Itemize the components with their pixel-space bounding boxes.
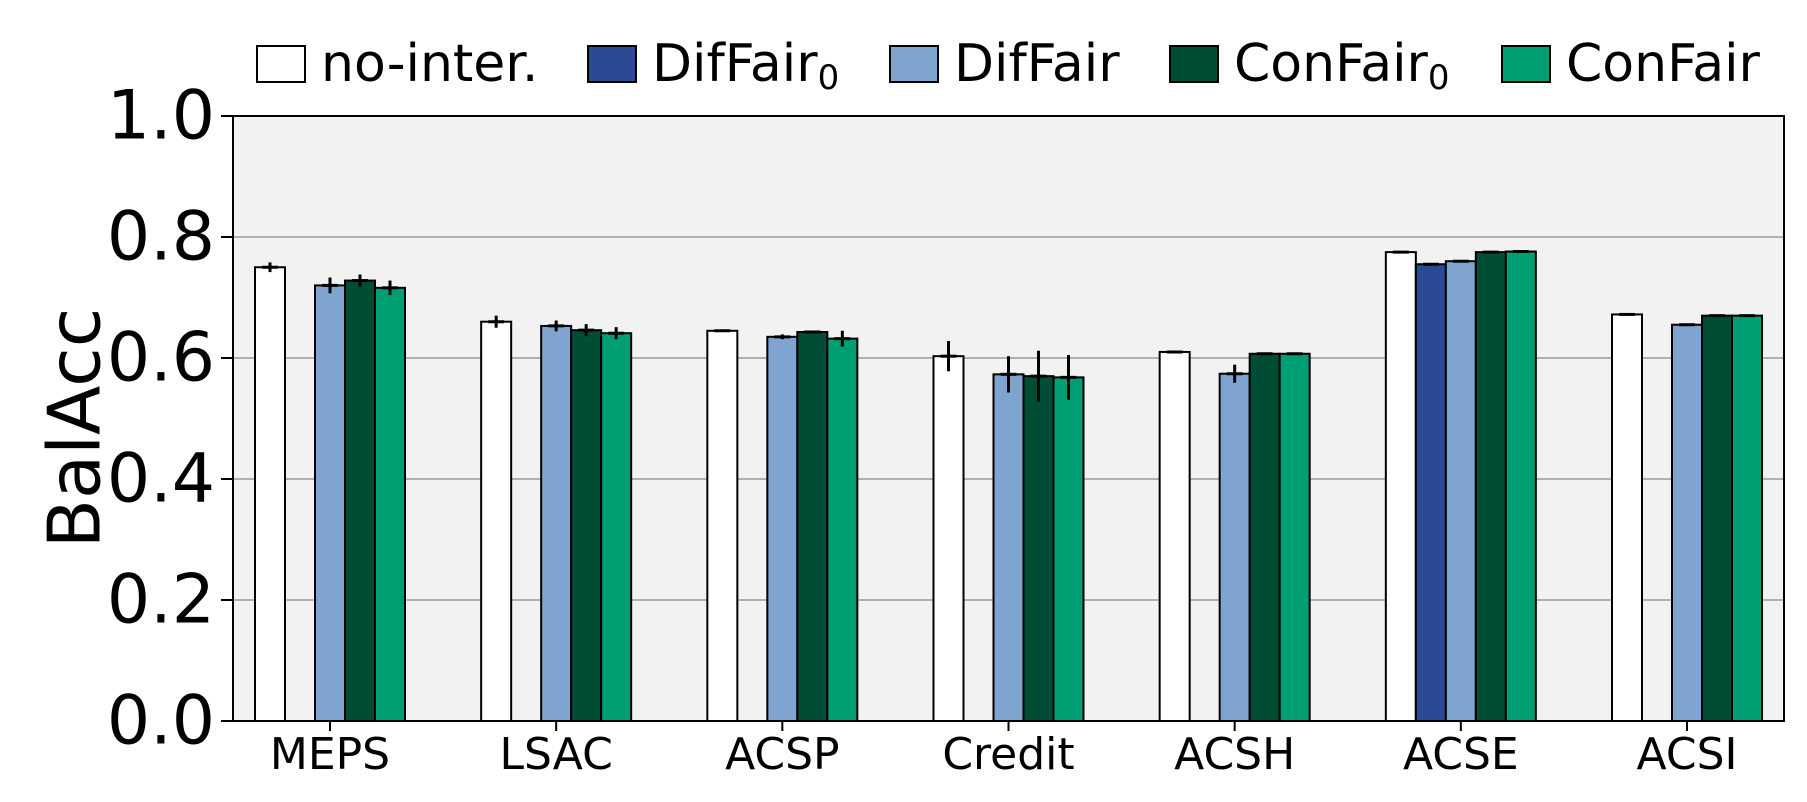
y-tick-label: 0.4 [107, 440, 215, 519]
x-tick-label: MEPS [270, 729, 390, 780]
legend-label: ConFair0 [1234, 34, 1450, 98]
x-tick-label: ACSI [1637, 729, 1738, 780]
bar [1701, 314, 1733, 722]
bar [374, 286, 406, 722]
legend-label: DifFair [954, 34, 1120, 94]
bar [570, 329, 603, 722]
bar [344, 279, 376, 722]
x-tick-label: ACSH [1174, 729, 1295, 780]
bar [1444, 260, 1477, 722]
y-tick-label: 1.0 [107, 77, 215, 156]
bar [796, 330, 829, 722]
y-axis-label: BalAcc [33, 308, 117, 549]
bar [766, 335, 799, 722]
y-tick-label: 0.2 [107, 561, 215, 640]
y-tick-label: 0.6 [107, 319, 215, 398]
bar [932, 355, 965, 722]
bar [1611, 313, 1643, 722]
legend-swatch [256, 45, 306, 83]
bar [1384, 251, 1417, 722]
bar [1218, 372, 1251, 722]
bar [1248, 352, 1281, 722]
bar [254, 266, 286, 722]
legend-label: DifFair0 [652, 34, 839, 98]
y-tick-label: 0.0 [107, 682, 215, 761]
y-tick-label: 0.8 [107, 198, 215, 277]
x-tick-label: Credit [942, 729, 1074, 780]
bar [1278, 352, 1311, 722]
x-tick-label: ACSP [725, 729, 840, 780]
bar [1414, 263, 1447, 722]
legend-label-subscript: 0 [818, 58, 840, 98]
legend-swatch [1169, 45, 1219, 83]
bar [1052, 376, 1085, 722]
bar [992, 373, 1025, 722]
bar [540, 324, 573, 722]
legend-label-subscript: 0 [1428, 58, 1450, 98]
bar [1731, 314, 1763, 722]
legend: no-inter. DifFair0 DifFair ConFair0 ConFair [256, 34, 1761, 98]
bar [480, 320, 513, 722]
bar [826, 337, 859, 722]
bar [706, 329, 739, 722]
bar [314, 284, 346, 722]
bar [600, 332, 633, 722]
legend-label: ConFair [1566, 34, 1761, 94]
legend-swatch [1501, 45, 1551, 83]
y-axis: 0.0 0.2 0.4 0.6 0.8 1.0 [107, 77, 233, 761]
legend-swatch [889, 45, 939, 83]
x-tick-label: ACSE [1403, 729, 1519, 780]
bar [1022, 375, 1055, 722]
legend-label: no-inter. [321, 34, 538, 94]
bar [1671, 323, 1703, 722]
bar [1158, 350, 1191, 722]
x-tick-label: LSAC [500, 729, 613, 780]
legend-swatch [587, 45, 637, 83]
bar [1504, 250, 1537, 723]
x-axis: MEPS LSAC ACSP Credit ACSH ACSE ACSI [270, 721, 1738, 780]
bar [1474, 251, 1507, 722]
